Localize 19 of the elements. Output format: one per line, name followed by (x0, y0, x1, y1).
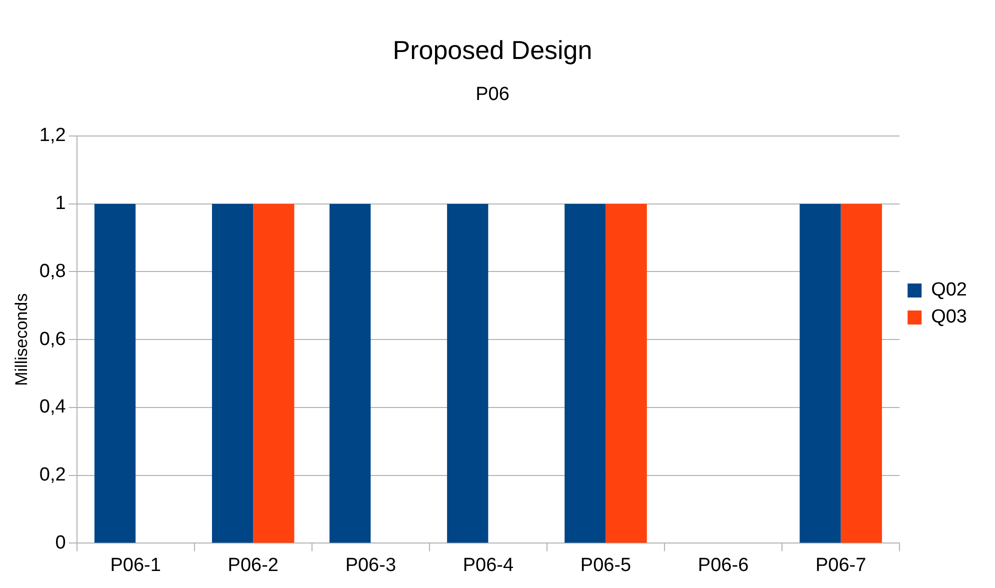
y-tick-label: 0,6 (39, 328, 66, 350)
chart-subtitle: P06 (476, 84, 510, 105)
y-tick-label: 0,4 (39, 396, 66, 418)
chart-title: Proposed Design (392, 34, 592, 65)
y-tick-label: 0,8 (39, 260, 66, 282)
legend-label: Q02 (931, 280, 968, 301)
y-axis-title: Milliseconds (12, 293, 31, 386)
x-tick-label: P06-1 (110, 554, 161, 576)
x-tick-label: P06-6 (698, 554, 749, 576)
x-tick-label: P06-7 (815, 554, 866, 576)
x-tick-label: P06-5 (580, 554, 632, 576)
x-tick-label: P06-3 (345, 554, 396, 576)
x-tick-label: P06-2 (228, 554, 278, 576)
legend-label: Q03 (931, 306, 968, 328)
y-tick-label: 1,2 (39, 125, 66, 146)
y-tick-label: 0 (55, 532, 66, 554)
y-tick-label: 1 (55, 193, 66, 214)
y-tick-label: 0,2 (39, 464, 66, 486)
x-tick-label: P06-4 (462, 554, 514, 576)
